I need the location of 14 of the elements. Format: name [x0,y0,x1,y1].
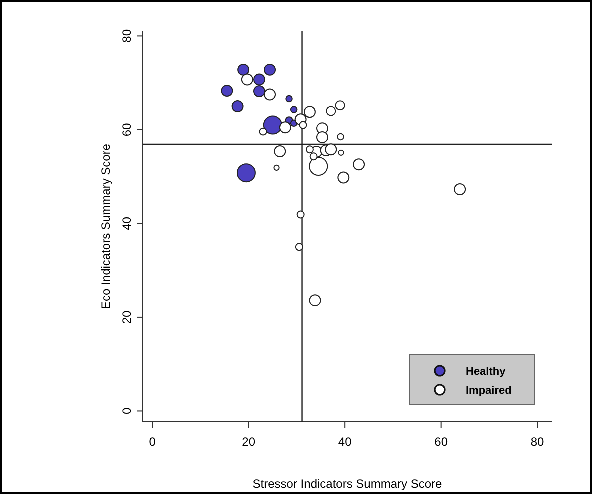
y-tick-label: 0 [120,408,134,415]
x-tick-label: 0 [149,435,156,449]
y-axis-title: Eco Indicators Summary Score [99,144,113,310]
y-tick-label: 60 [120,122,134,137]
legend-label: Healthy [466,366,507,378]
x-tick-label: 40 [338,435,352,449]
x-tick-label: 20 [242,435,256,449]
y-tick-label: 40 [120,216,134,230]
y-tick-label: 80 [120,29,134,43]
x-tick-label: 60 [434,435,448,449]
x-axis-title: Stressor Indicators Summary Score [252,477,443,491]
y-tick-label: 20 [120,310,134,324]
text: Impaired [466,385,512,397]
x-tick-label: 80 [530,435,545,449]
